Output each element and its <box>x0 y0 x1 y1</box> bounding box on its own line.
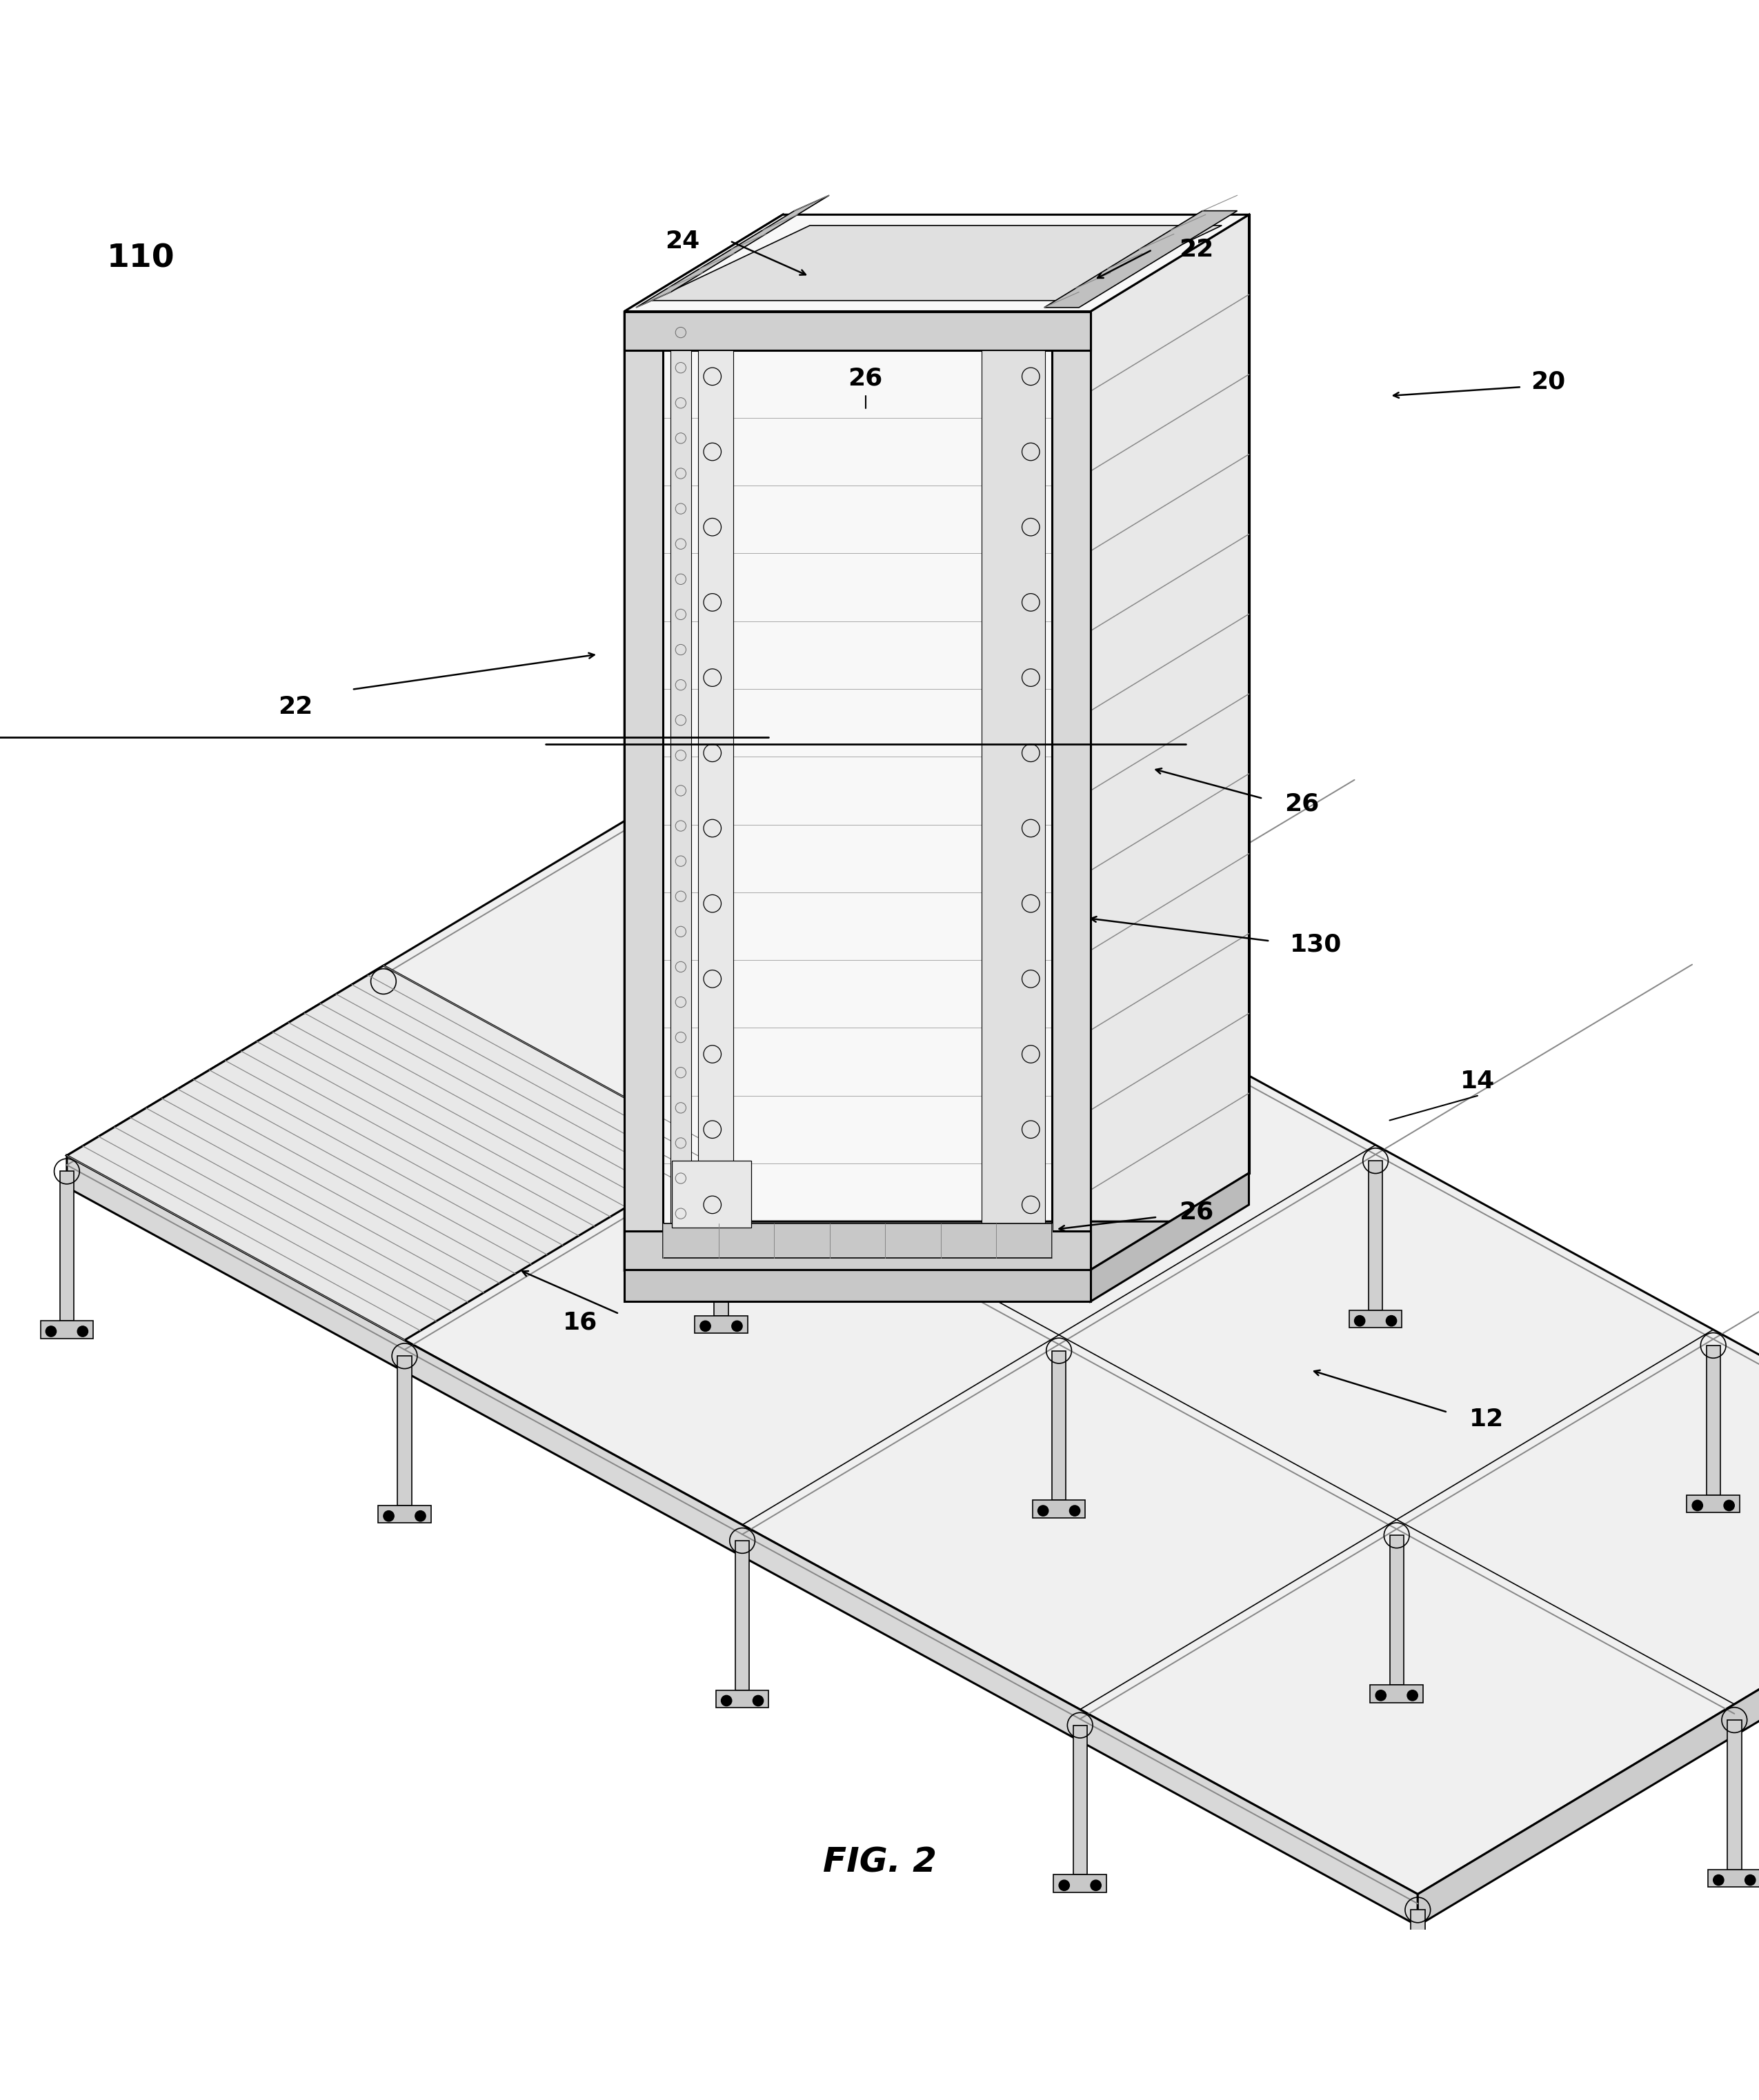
Polygon shape <box>1045 210 1237 307</box>
Polygon shape <box>1411 1911 1425 2060</box>
Polygon shape <box>674 941 726 958</box>
Circle shape <box>1745 1875 1755 1886</box>
Polygon shape <box>1727 1720 1741 1869</box>
Polygon shape <box>1052 311 1091 1270</box>
Text: FIG. 2: FIG. 2 <box>823 1846 936 1880</box>
Polygon shape <box>624 214 1249 311</box>
Text: 12: 12 <box>1469 1407 1504 1430</box>
Polygon shape <box>1011 1126 1064 1142</box>
Polygon shape <box>1054 1875 1106 1892</box>
Text: 14: 14 <box>1460 1069 1495 1094</box>
Polygon shape <box>670 351 691 1231</box>
Polygon shape <box>1418 1514 1759 1926</box>
Circle shape <box>1376 1691 1386 1701</box>
Polygon shape <box>624 311 1091 351</box>
Circle shape <box>700 1321 711 1331</box>
Text: 130: 130 <box>1289 932 1342 956</box>
Polygon shape <box>698 351 734 1231</box>
Polygon shape <box>376 981 390 1132</box>
Polygon shape <box>693 792 707 941</box>
Polygon shape <box>1073 1726 1087 1875</box>
Polygon shape <box>67 775 1759 1894</box>
Polygon shape <box>651 225 1223 300</box>
Polygon shape <box>663 351 1052 1231</box>
Circle shape <box>1692 1499 1703 1510</box>
Polygon shape <box>637 195 828 307</box>
Text: 24: 24 <box>665 229 700 252</box>
Circle shape <box>679 947 690 958</box>
Polygon shape <box>60 1172 74 1321</box>
Text: 26: 26 <box>1179 1199 1214 1224</box>
Circle shape <box>362 1136 373 1147</box>
Polygon shape <box>398 1357 412 1506</box>
Circle shape <box>1091 1880 1101 1890</box>
Polygon shape <box>624 1270 1091 1302</box>
Text: 26: 26 <box>1284 792 1319 815</box>
Polygon shape <box>1708 1869 1759 1888</box>
Polygon shape <box>67 966 721 1340</box>
Polygon shape <box>783 214 1249 1174</box>
Polygon shape <box>714 1166 728 1315</box>
Polygon shape <box>1091 1174 1249 1302</box>
Circle shape <box>1397 2064 1407 2075</box>
Text: 110: 110 <box>107 244 174 275</box>
Circle shape <box>711 947 721 958</box>
Polygon shape <box>672 1161 751 1228</box>
Polygon shape <box>1390 1535 1404 1684</box>
Polygon shape <box>624 1231 1091 1270</box>
Polygon shape <box>1687 1495 1740 1512</box>
Circle shape <box>394 1136 405 1147</box>
Polygon shape <box>695 1315 748 1334</box>
Polygon shape <box>1210 214 1249 1174</box>
Polygon shape <box>982 351 1045 1231</box>
Circle shape <box>1724 1499 1734 1510</box>
Polygon shape <box>1052 1350 1066 1499</box>
Polygon shape <box>663 1224 1052 1258</box>
Polygon shape <box>735 1541 749 1690</box>
Circle shape <box>1386 1315 1397 1325</box>
Text: 20: 20 <box>1530 370 1566 393</box>
Polygon shape <box>1349 1310 1402 1327</box>
Polygon shape <box>624 1222 1170 1270</box>
Circle shape <box>1069 1506 1080 1516</box>
Polygon shape <box>40 1321 93 1338</box>
Text: 26: 26 <box>848 368 883 391</box>
Polygon shape <box>357 1132 410 1149</box>
Circle shape <box>383 1510 394 1520</box>
Polygon shape <box>624 214 783 1270</box>
Circle shape <box>46 1325 56 1338</box>
Polygon shape <box>1706 1346 1720 1495</box>
Circle shape <box>1059 1880 1069 1890</box>
Circle shape <box>732 1321 742 1331</box>
Polygon shape <box>1391 2060 1444 2077</box>
Polygon shape <box>378 1506 431 1522</box>
Circle shape <box>1048 1132 1059 1142</box>
Circle shape <box>753 1695 763 1705</box>
Text: 22: 22 <box>1179 237 1214 262</box>
Polygon shape <box>716 1691 769 1707</box>
Polygon shape <box>1031 977 1045 1126</box>
Circle shape <box>1354 1315 1365 1325</box>
Circle shape <box>1017 1132 1027 1142</box>
Circle shape <box>721 1695 732 1705</box>
Circle shape <box>77 1325 88 1338</box>
Text: 22: 22 <box>278 695 313 718</box>
Polygon shape <box>783 214 821 1174</box>
Polygon shape <box>624 311 663 1270</box>
Circle shape <box>1038 1506 1048 1516</box>
Text: 16: 16 <box>563 1310 598 1334</box>
Circle shape <box>1713 1875 1724 1886</box>
Polygon shape <box>1370 1684 1423 1703</box>
Polygon shape <box>67 1155 1418 1926</box>
Circle shape <box>1428 2064 1439 2075</box>
Polygon shape <box>1369 1161 1383 1310</box>
Circle shape <box>415 1510 426 1520</box>
Polygon shape <box>1033 1499 1085 1518</box>
Circle shape <box>1407 1691 1418 1701</box>
Polygon shape <box>1091 214 1249 1270</box>
